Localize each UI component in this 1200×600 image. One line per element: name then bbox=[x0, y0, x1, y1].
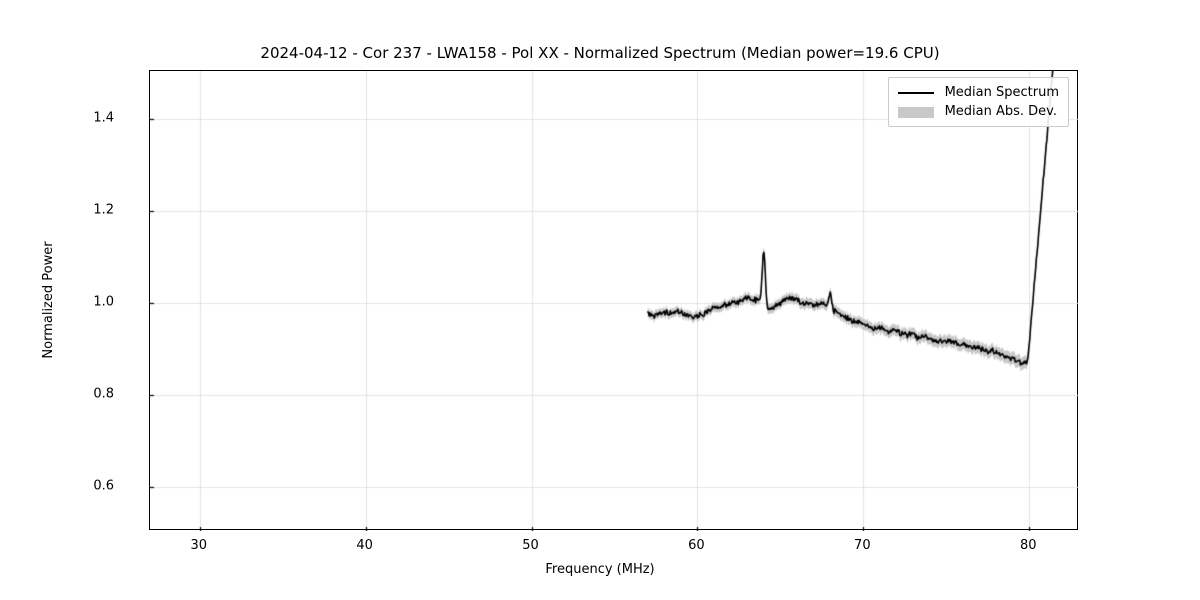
x-tick-label: 60 bbox=[688, 538, 705, 553]
plot-area: Median Spectrum Median Abs. Dev. bbox=[149, 70, 1079, 531]
legend-item-median-abs-dev: Median Abs. Dev. bbox=[896, 102, 1059, 121]
y-axis-label: Normalized Power bbox=[41, 241, 56, 359]
y-tick-label: 1.2 bbox=[93, 202, 114, 218]
x-axis-label: Frequency (MHz) bbox=[545, 562, 655, 577]
y-tick-label: 0.6 bbox=[93, 478, 114, 494]
legend-patch-swatch bbox=[896, 105, 936, 119]
legend-label: Median Abs. Dev. bbox=[944, 104, 1058, 119]
legend-item-median-spectrum: Median Spectrum bbox=[896, 83, 1059, 102]
y-tick-label: 1.4 bbox=[93, 110, 114, 126]
x-tick-label: 30 bbox=[190, 538, 208, 553]
x-tick-label: 50 bbox=[522, 538, 539, 553]
y-tick-label: 0.8 bbox=[93, 386, 114, 402]
legend-line-swatch bbox=[896, 86, 936, 100]
x-tick-label: 70 bbox=[854, 538, 871, 553]
legend-label: Median Spectrum bbox=[944, 85, 1059, 100]
chart-title: 2024-04-12 - Cor 237 - LWA158 - Pol XX -… bbox=[260, 44, 940, 62]
spectrum-plot-canvas bbox=[150, 71, 1079, 531]
legend: Median Spectrum Median Abs. Dev. bbox=[887, 77, 1069, 127]
x-tick-label: 40 bbox=[356, 538, 373, 553]
x-tick-label: 80 bbox=[1019, 538, 1037, 553]
y-tick-label: 1.0 bbox=[93, 294, 114, 310]
